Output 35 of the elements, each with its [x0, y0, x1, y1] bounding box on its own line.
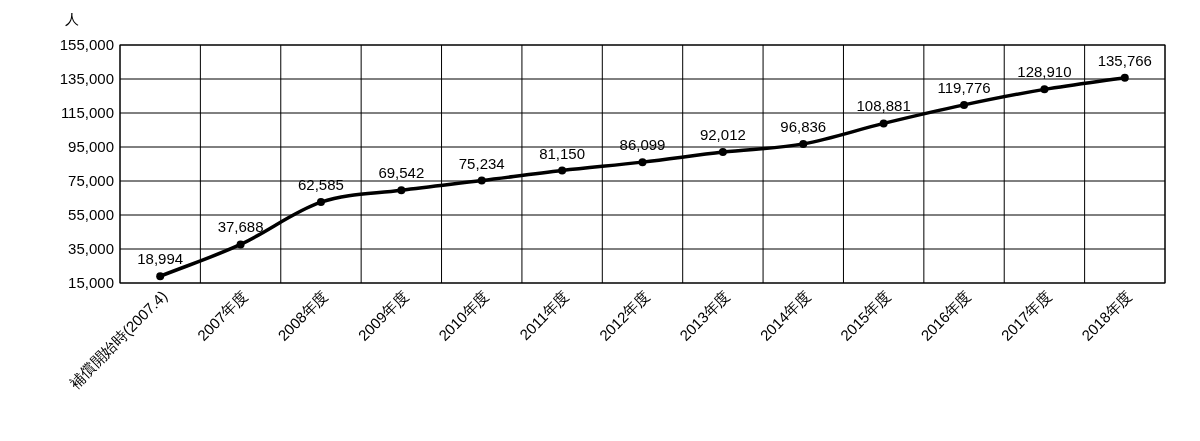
point: [236, 240, 245, 249]
y-tick-label: 55,000: [68, 206, 114, 223]
point: [799, 139, 808, 148]
point: [879, 119, 888, 128]
data-label: 37,688: [217, 218, 264, 236]
data-label: 135,766: [1097, 51, 1152, 69]
point: [718, 148, 727, 157]
data-label: 119,776: [937, 78, 991, 96]
data-label: 69,542: [378, 164, 425, 182]
point: [638, 158, 647, 167]
y-tick-label: 15,000: [68, 274, 114, 291]
y-tick-label: 95,000: [68, 138, 114, 155]
data-label: 18,994: [137, 250, 184, 268]
data-label: 62,585: [298, 176, 344, 194]
data-label: 128,910: [1017, 63, 1072, 81]
data-label: 108,881: [856, 97, 911, 115]
data-label: 92,012: [699, 126, 746, 144]
data-label: 75,234: [458, 154, 505, 172]
point: [156, 272, 165, 281]
point: [316, 198, 325, 207]
data-label: 96,836: [780, 117, 827, 135]
y-tick-label: 155,000: [59, 36, 114, 53]
data-label: 86,099: [619, 136, 666, 154]
data-label: 81,150: [539, 144, 586, 162]
y-axis-title: 人: [65, 11, 79, 27]
point: [477, 176, 486, 185]
y-tick-label: 75,000: [68, 172, 114, 189]
point: [1040, 85, 1049, 94]
point: [1120, 73, 1129, 82]
point: [558, 166, 567, 175]
point: [397, 186, 406, 195]
y-tick-label: 135,000: [59, 70, 114, 87]
point: [960, 100, 969, 109]
y-tick-label: 35,000: [68, 240, 114, 257]
y-tick-label: 115,000: [60, 104, 114, 121]
